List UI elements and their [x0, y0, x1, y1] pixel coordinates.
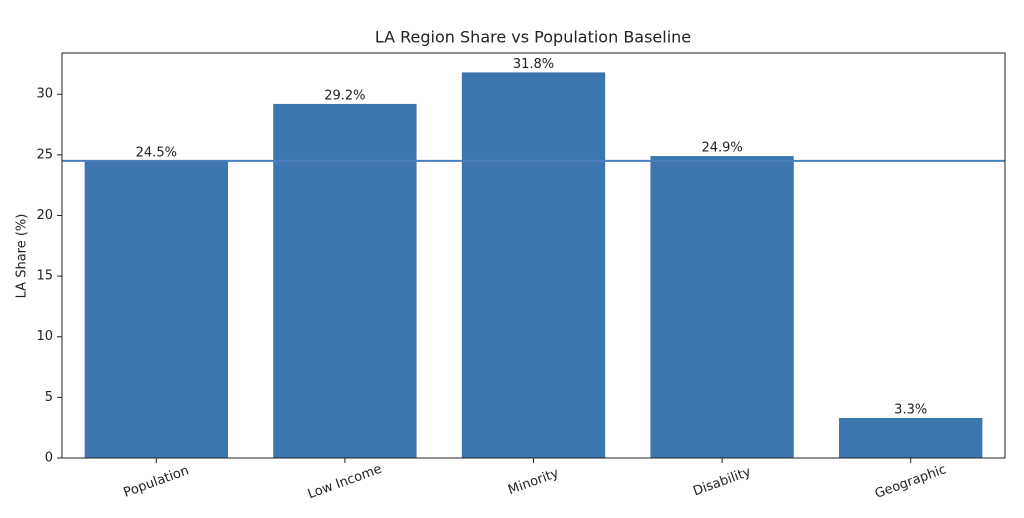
value-label: 31.8% — [513, 57, 554, 72]
plot-frame — [61, 52, 1006, 459]
y-tick-label: 30 — [36, 87, 53, 102]
value-label: 24.9% — [701, 141, 742, 156]
x-tick-label: Geographic — [873, 462, 948, 502]
bar — [84, 160, 228, 458]
value-label: 29.2% — [324, 88, 365, 103]
value-label: 3.3% — [894, 402, 927, 417]
x-tick-label: Low Income — [306, 462, 384, 503]
y-tick-label: 5 — [45, 390, 53, 405]
chart-title: LA Region Share vs Population Baseline — [375, 28, 691, 47]
bar — [650, 156, 794, 459]
bar — [273, 103, 417, 458]
bar — [461, 72, 606, 459]
y-tick-label: 15 — [36, 269, 53, 284]
value-label: 24.5% — [136, 145, 177, 160]
bar — [839, 417, 983, 458]
x-tick-label: Minority — [506, 466, 561, 498]
y-tick-label: 0 — [45, 451, 53, 466]
x-tick-label: Population — [122, 463, 191, 500]
x-tick-label: Disability — [691, 465, 753, 500]
y-tick-label: 25 — [36, 147, 53, 162]
y-axis-label: LA Share (%) — [15, 214, 30, 299]
y-tick-label: 10 — [36, 329, 53, 344]
y-tick-label: 20 — [36, 208, 53, 223]
